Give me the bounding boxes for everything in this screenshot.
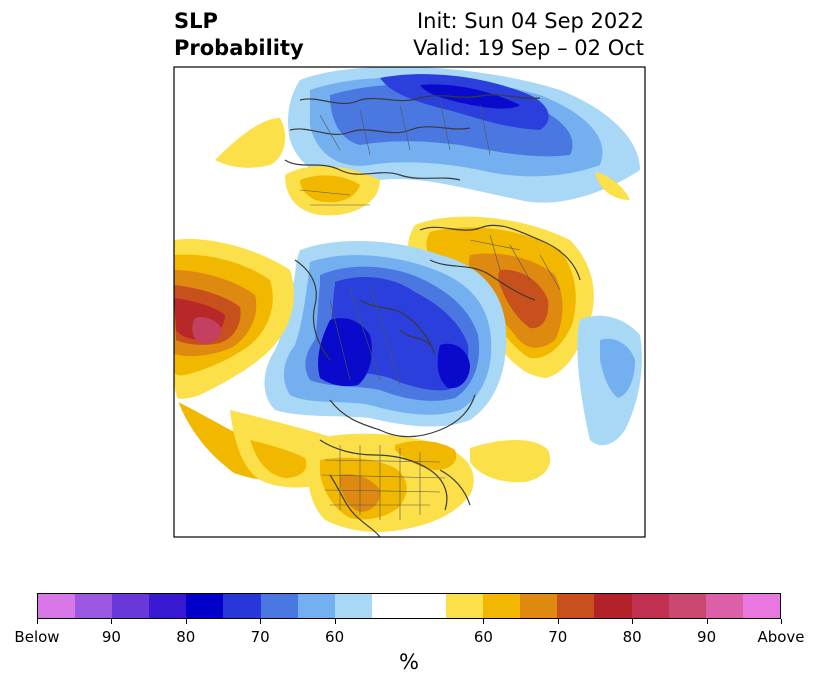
chart-title: SLP Probability bbox=[174, 8, 304, 62]
colorbar-tick-mark bbox=[781, 619, 782, 624]
colorbar-tick-label: 80 bbox=[176, 628, 196, 646]
colorbar-segment bbox=[38, 594, 76, 618]
init-date: Init: Sun 04 Sep 2022 bbox=[416, 9, 644, 33]
colorbar-tick-label: 60 bbox=[473, 628, 493, 646]
colorbar-segment bbox=[112, 594, 150, 618]
colorbar-segment bbox=[260, 594, 298, 618]
colorbar-tick-mark bbox=[483, 619, 485, 624]
slp-probability-map bbox=[173, 66, 646, 538]
colorbar-tick-label: Above bbox=[757, 628, 805, 646]
date-info: Init: Sun 04 Sep 2022 Valid: 19 Sep – 02… bbox=[413, 8, 644, 62]
colorbar-segment bbox=[557, 594, 595, 618]
colorbar-segment bbox=[631, 594, 669, 618]
colorbar-tick-mark bbox=[260, 619, 262, 624]
colorbar-segment bbox=[483, 594, 521, 618]
map-frame bbox=[173, 66, 646, 538]
colorbar-tick-mark bbox=[37, 619, 38, 624]
colorbar-tick-mark bbox=[111, 619, 113, 624]
colorbar-segment bbox=[668, 594, 706, 618]
country-borders bbox=[299, 99, 561, 520]
colorbar-segment bbox=[446, 594, 484, 618]
colorbar-unit: % bbox=[399, 650, 419, 674]
colorbar-tick-mark bbox=[632, 619, 634, 624]
colorbar-tick-mark bbox=[334, 619, 336, 624]
colorbar-segment bbox=[520, 594, 558, 618]
colorbar-segment bbox=[408, 594, 447, 618]
colorbar-tick-mark bbox=[706, 619, 708, 624]
colorbar-segment bbox=[297, 594, 335, 618]
colorbar bbox=[37, 593, 781, 619]
colorbar-segment bbox=[334, 594, 372, 618]
title-line-2: Probability bbox=[174, 36, 304, 60]
colorbar-segment bbox=[186, 594, 224, 618]
map-field bbox=[174, 67, 645, 537]
colorbar-tick-label: 90 bbox=[697, 628, 717, 646]
colorbar-tick-label: Below bbox=[14, 628, 60, 646]
colorbar-segment bbox=[75, 594, 113, 618]
colorbar-tick-mark bbox=[557, 619, 559, 624]
coastlines bbox=[284, 94, 581, 537]
colorbar-segment bbox=[705, 594, 743, 618]
colorbar-segment bbox=[223, 594, 261, 618]
colorbar-tick-label: 60 bbox=[325, 628, 345, 646]
colorbar-tick-mark bbox=[185, 619, 187, 624]
colorbar-segment bbox=[149, 594, 187, 618]
colorbar-segment bbox=[594, 594, 632, 618]
colorbar-tick-label: 80 bbox=[622, 628, 642, 646]
title-line-1: SLP bbox=[174, 9, 218, 33]
colorbar-segment bbox=[371, 594, 409, 618]
valid-range: Valid: 19 Sep – 02 Oct bbox=[413, 36, 644, 60]
colorbar-tick-label: 70 bbox=[250, 628, 270, 646]
colorbar-segment bbox=[742, 594, 780, 618]
colorbar-tick-label: 70 bbox=[548, 628, 568, 646]
colorbar-tick-label: 90 bbox=[101, 628, 121, 646]
